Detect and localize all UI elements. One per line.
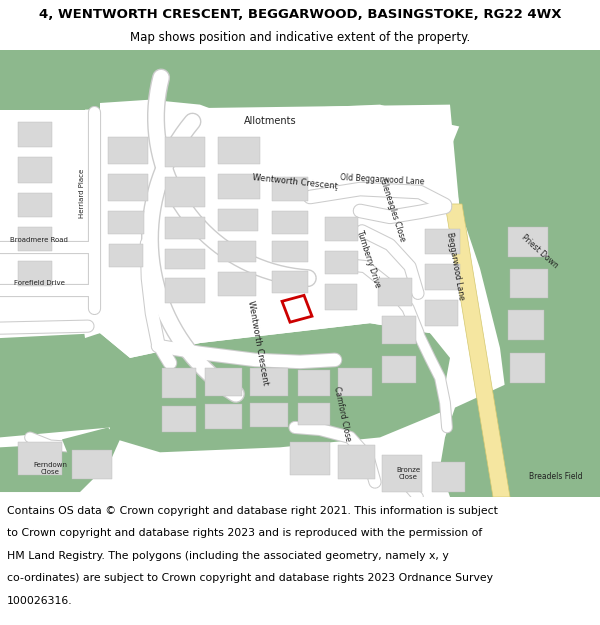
Polygon shape: [425, 264, 460, 291]
Polygon shape: [425, 301, 458, 326]
Polygon shape: [425, 229, 460, 254]
Text: Broadmere Road: Broadmere Road: [10, 237, 68, 242]
Polygon shape: [165, 249, 205, 269]
Polygon shape: [162, 368, 196, 398]
Polygon shape: [508, 310, 544, 340]
Text: Wentworth Crescent: Wentworth Crescent: [246, 300, 270, 386]
Polygon shape: [0, 50, 100, 109]
Polygon shape: [298, 370, 330, 396]
Text: Ferndown
Close: Ferndown Close: [33, 462, 67, 475]
Text: Allotments: Allotments: [244, 116, 296, 126]
Polygon shape: [205, 368, 242, 396]
Polygon shape: [272, 211, 308, 234]
Polygon shape: [165, 217, 205, 239]
Polygon shape: [165, 279, 205, 303]
Text: Gleneagles Close: Gleneagles Close: [377, 177, 406, 242]
Polygon shape: [162, 406, 196, 432]
Polygon shape: [272, 241, 308, 262]
Polygon shape: [432, 462, 465, 492]
Text: Herriard Place: Herriard Place: [79, 169, 85, 218]
Polygon shape: [338, 368, 372, 396]
Polygon shape: [72, 451, 112, 479]
Polygon shape: [250, 402, 288, 428]
Text: Forefield Drive: Forefield Drive: [14, 281, 64, 286]
Polygon shape: [18, 442, 62, 475]
Polygon shape: [218, 138, 260, 164]
Polygon shape: [445, 204, 510, 497]
Polygon shape: [510, 269, 548, 298]
Text: Priest Down: Priest Down: [520, 233, 560, 271]
Polygon shape: [218, 209, 258, 231]
Polygon shape: [250, 368, 288, 396]
Polygon shape: [110, 323, 450, 452]
Polygon shape: [18, 227, 52, 251]
Polygon shape: [272, 177, 308, 201]
Text: 100026316.: 100026316.: [7, 596, 73, 606]
Polygon shape: [298, 402, 330, 426]
Polygon shape: [290, 442, 330, 475]
Text: to Crown copyright and database rights 2023 and is reproduced with the permissio: to Crown copyright and database rights 2…: [7, 528, 482, 538]
Text: co-ordinates) are subject to Crown copyright and database rights 2023 Ordnance S: co-ordinates) are subject to Crown copyr…: [7, 573, 493, 583]
Polygon shape: [218, 174, 260, 199]
Polygon shape: [325, 217, 358, 241]
Polygon shape: [18, 158, 52, 183]
Polygon shape: [108, 138, 148, 164]
Text: Wentworth Crescenţ: Wentworth Crescenţ: [252, 173, 338, 191]
Text: Old Beggarwood Lane: Old Beggarwood Lane: [340, 173, 424, 186]
Polygon shape: [382, 356, 416, 382]
Polygon shape: [0, 333, 140, 437]
Polygon shape: [450, 99, 600, 487]
Polygon shape: [108, 174, 148, 201]
Polygon shape: [108, 211, 144, 234]
Text: Bronze
Close: Bronze Close: [396, 467, 420, 480]
Text: Camford Close: Camford Close: [332, 386, 352, 442]
Polygon shape: [0, 50, 600, 139]
Polygon shape: [62, 428, 120, 459]
Polygon shape: [218, 241, 256, 262]
Polygon shape: [165, 177, 205, 207]
Text: Breadels Field: Breadels Field: [529, 472, 583, 481]
Polygon shape: [218, 271, 256, 296]
Polygon shape: [382, 316, 416, 344]
Text: Contains OS data © Crown copyright and database right 2021. This information is : Contains OS data © Crown copyright and d…: [7, 506, 498, 516]
Text: HM Land Registry. The polygons (including the associated geometry, namely x, y: HM Land Registry. The polygons (includin…: [7, 551, 449, 561]
Polygon shape: [109, 244, 143, 266]
Polygon shape: [325, 251, 358, 274]
Polygon shape: [382, 455, 422, 492]
Polygon shape: [205, 404, 242, 429]
Polygon shape: [18, 193, 52, 217]
Text: 4, WENTWORTH CRESCENT, BEGGARWOOD, BASINGSTOKE, RG22 4WX: 4, WENTWORTH CRESCENT, BEGGARWOOD, BASIN…: [39, 9, 561, 21]
Polygon shape: [0, 442, 110, 492]
Polygon shape: [508, 227, 548, 257]
Text: Beggarwood Lane: Beggarwood Lane: [445, 231, 466, 301]
Polygon shape: [338, 446, 375, 479]
Polygon shape: [70, 104, 460, 358]
Text: Turnberry Drive: Turnberry Drive: [355, 229, 382, 288]
Text: Map shows position and indicative extent of the property.: Map shows position and indicative extent…: [130, 31, 470, 44]
Polygon shape: [378, 279, 412, 306]
Polygon shape: [165, 138, 205, 168]
Polygon shape: [272, 271, 308, 293]
Polygon shape: [18, 121, 52, 148]
Polygon shape: [440, 378, 600, 497]
Polygon shape: [510, 353, 545, 382]
Polygon shape: [325, 284, 357, 310]
Polygon shape: [18, 261, 52, 286]
